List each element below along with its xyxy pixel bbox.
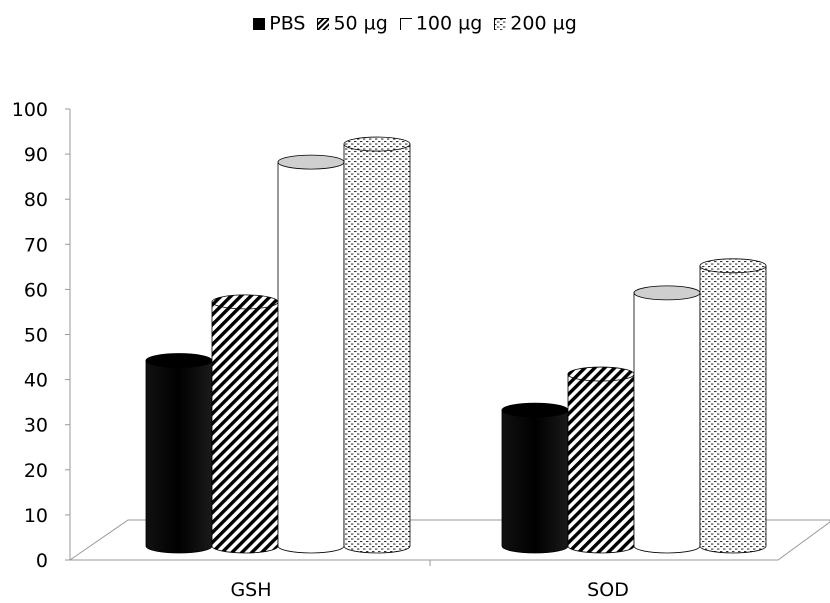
x-tick-label-sod: SOD [587, 579, 629, 601]
y-tick-label: 100 [12, 99, 48, 121]
y-tick-label: 50 [24, 325, 48, 347]
bar-top [211, 294, 279, 310]
bar-body [145, 360, 213, 554]
x-axis: GSH SOD [230, 560, 629, 601]
bar-top [699, 258, 767, 274]
bar-gsh-50-ug [211, 294, 279, 554]
y-tick-label: 70 [24, 234, 48, 256]
legend-label: 100 µg [415, 12, 483, 35]
legend-swatch [317, 18, 330, 31]
legend-swatch [253, 18, 266, 31]
legend-item-200-ug: 200 µg [494, 12, 577, 35]
y-tick-label: 10 [24, 505, 48, 527]
chart-floor [68, 519, 830, 561]
y-tick-label: 40 [24, 370, 48, 392]
legend-item-50-ug: 50 µg [317, 12, 388, 35]
bar-top [145, 353, 213, 368]
chart-legend: PBS 50 µg 100 µg 200 µg [0, 12, 830, 35]
y-tick-label: 0 [36, 550, 48, 572]
bar-body [699, 265, 767, 554]
bar-top [567, 366, 635, 382]
legend-label: PBS [269, 12, 306, 35]
bar-top [501, 402, 569, 418]
bar-body [633, 292, 701, 554]
bar-sod-50-ug [567, 366, 635, 554]
bar-body [501, 409, 569, 554]
bar-gsh-pbs [145, 353, 213, 554]
legend-item-100-ug: 100 µg [399, 12, 483, 35]
legend-swatch [494, 18, 507, 31]
bar-sod-pbs [501, 402, 569, 554]
y-tick-label: 20 [24, 460, 48, 482]
y-tick-label: 30 [24, 415, 48, 437]
bar-sod-100-ug [633, 285, 701, 554]
y-tick-label: 90 [24, 144, 48, 166]
y-tick-label: 60 [24, 279, 48, 301]
legend-item-pbs: PBS [253, 12, 305, 35]
bar-body [567, 373, 635, 554]
bar-top [633, 285, 701, 301]
bar-body [343, 143, 411, 554]
legend-swatch [399, 18, 412, 31]
bar-gsh-100-ug [277, 154, 345, 554]
legend-label: 200 µg [510, 12, 577, 35]
x-tick-label-gsh: GSH [230, 579, 271, 601]
bar-top [343, 136, 411, 152]
y-tick-label: 80 [24, 189, 48, 211]
bar-top [277, 154, 345, 170]
bar-group [145, 136, 767, 554]
bar-body [277, 161, 345, 554]
bar-sod-200-ug [699, 258, 767, 554]
legend-label: 50 µg [333, 12, 388, 35]
bar-gsh-200-ug [343, 136, 411, 554]
bar-body [211, 301, 279, 554]
y-axis: 0 10 20 30 40 50 60 70 80 90 100 [12, 99, 71, 572]
